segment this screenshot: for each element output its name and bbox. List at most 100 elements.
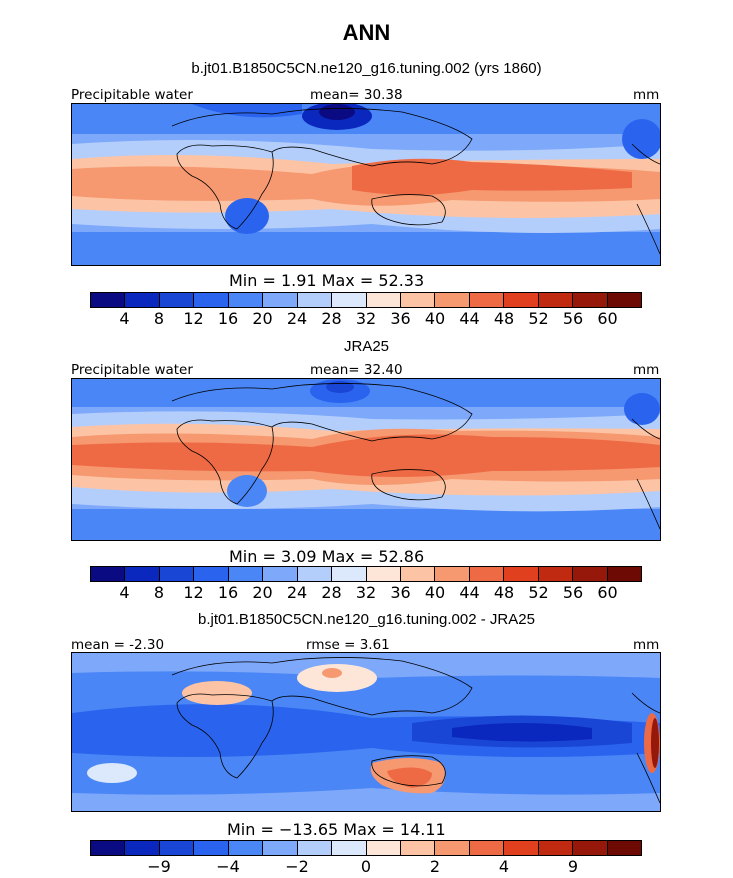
colorbar-tick-label: 28	[321, 309, 342, 328]
colorbar-swatch	[573, 567, 608, 581]
colorbar-swatch	[469, 841, 505, 855]
panel-1-map	[71, 103, 661, 266]
colorbar-swatch	[469, 293, 505, 307]
colorbar-swatch	[366, 567, 401, 581]
colorbar-tick-label: 12	[183, 309, 204, 328]
colorbar-swatch	[538, 293, 574, 307]
panel-2-subtitle: JRA25	[343, 338, 390, 355]
colorbar-swatch	[504, 293, 539, 307]
colorbar-swatch	[573, 293, 608, 307]
colorbar-tick-label: 12	[183, 583, 204, 602]
panel-2-minmax: Min = 3.09 Max = 52.86	[229, 547, 425, 566]
panel-1-minmax: Min = 1.91 Max = 52.33	[229, 271, 425, 290]
colorbar-swatch	[332, 841, 367, 855]
colorbar-swatch	[159, 567, 195, 581]
colorbar-swatch	[538, 567, 574, 581]
colorbar-swatch	[159, 841, 195, 855]
panel-1-colorbar-ticks: 4 8 12 16 20 24 28 32 36 40 44 48 52 56 60	[90, 309, 642, 329]
panel-1-colorbar	[90, 292, 642, 308]
colorbar-swatch	[435, 293, 470, 307]
colorbar-swatch	[607, 293, 641, 307]
colorbar-swatch	[159, 293, 195, 307]
colorbar-tick-label: 9	[567, 857, 579, 876]
colorbar-tick-label: 4	[498, 857, 510, 876]
panel-2-colorbar-ticks: 4 8 12 16 20 24 28 32 36 40 44 48 52 56 60	[90, 583, 642, 603]
panel-1-mean-label: mean= 30.38	[310, 87, 403, 103]
colorbar-swatch	[263, 293, 298, 307]
colorbar-swatch	[607, 841, 641, 855]
panel-3-colorbar	[90, 840, 642, 856]
colorbar-tick-label: 52	[528, 583, 549, 602]
colorbar-swatch	[538, 841, 574, 855]
colorbar-tick-label: 32	[355, 583, 377, 602]
colorbar-swatch	[366, 841, 401, 855]
colorbar-swatch	[366, 293, 401, 307]
colorbar-tick-label: 44	[459, 583, 480, 602]
panel-2-units-label: mm	[633, 362, 660, 378]
colorbar-swatch	[91, 841, 126, 855]
panel-3-units-label: mm	[633, 637, 660, 653]
colorbar-tick-label: 8	[153, 583, 165, 602]
colorbar-tick-label: 16	[217, 583, 239, 602]
colorbar-swatch	[125, 567, 160, 581]
panel-3-minmax: Min = −13.65 Max = 14.11	[227, 820, 446, 839]
colorbar-swatch	[125, 293, 160, 307]
colorbar-tick-label: 40	[424, 583, 446, 602]
colorbar-swatch	[504, 567, 539, 581]
colorbar-swatch	[194, 567, 229, 581]
panel-3-mean-label: mean = -2.30	[71, 637, 165, 653]
colorbar-swatch	[400, 841, 436, 855]
colorbar-swatch	[435, 841, 470, 855]
colorbar-swatch	[194, 293, 229, 307]
colorbar-swatch	[400, 293, 436, 307]
colorbar-tick-label: −9	[147, 857, 171, 876]
colorbar-tick-label: 0	[360, 857, 372, 876]
colorbar-tick-label: 28	[321, 583, 342, 602]
colorbar-swatch	[332, 567, 367, 581]
colorbar-swatch	[194, 841, 229, 855]
colorbar-tick-label: −2	[285, 857, 309, 876]
colorbar-tick-label: 52	[528, 309, 549, 328]
panel-3-colorbar-ticks: −9 −4 −2 0 2 4 9	[90, 857, 642, 877]
colorbar-swatch	[332, 293, 367, 307]
colorbar-swatch	[400, 567, 436, 581]
colorbar-tick-label: 36	[390, 583, 411, 602]
colorbar-swatch	[228, 841, 264, 855]
panel-2-map	[71, 378, 661, 541]
colorbar-tick-label: 60	[597, 309, 618, 328]
colorbar-tick-label: 60	[597, 583, 618, 602]
colorbar-tick-label: 16	[217, 309, 239, 328]
colorbar-tick-label: 48	[493, 309, 515, 328]
colorbar-swatch	[91, 293, 126, 307]
panel-1-subtitle: b.jt01.B1850C5CN.ne120_g16.tuning.002 (y…	[191, 60, 542, 77]
colorbar-tick-label: 20	[252, 309, 273, 328]
colorbar-tick-label: 24	[286, 309, 308, 328]
colorbar-tick-label: 56	[562, 309, 584, 328]
panel-2-variable-label: Precipitable water	[71, 362, 193, 378]
panel-2-colorbar	[90, 566, 642, 582]
colorbar-swatch	[297, 293, 333, 307]
colorbar-tick-label: 2	[429, 857, 441, 876]
colorbar-swatch	[228, 293, 264, 307]
colorbar-tick-label: 4	[119, 309, 130, 328]
panel-1-units-label: mm	[633, 87, 660, 103]
colorbar-swatch	[435, 567, 470, 581]
colorbar-tick-label: 20	[252, 583, 273, 602]
panel-3-rmse-label: rmse = 3.61	[306, 637, 390, 653]
colorbar-swatch	[125, 841, 160, 855]
panel-1-variable-label: Precipitable water	[71, 87, 193, 103]
colorbar-tick-label: 24	[286, 583, 308, 602]
colorbar-tick-label: 40	[424, 309, 446, 328]
colorbar-tick-label: −4	[216, 857, 240, 876]
colorbar-tick-label: 8	[153, 309, 165, 328]
colorbar-tick-label: 4	[119, 583, 130, 602]
colorbar-swatch	[297, 567, 333, 581]
colorbar-swatch	[607, 567, 641, 581]
figure-title: ANN	[342, 20, 391, 45]
colorbar-swatch	[91, 567, 126, 581]
colorbar-swatch	[228, 567, 264, 581]
panel-3-map	[71, 652, 661, 812]
colorbar-swatch	[263, 567, 298, 581]
colorbar-tick-label: 56	[562, 583, 584, 602]
colorbar-swatch	[469, 567, 505, 581]
